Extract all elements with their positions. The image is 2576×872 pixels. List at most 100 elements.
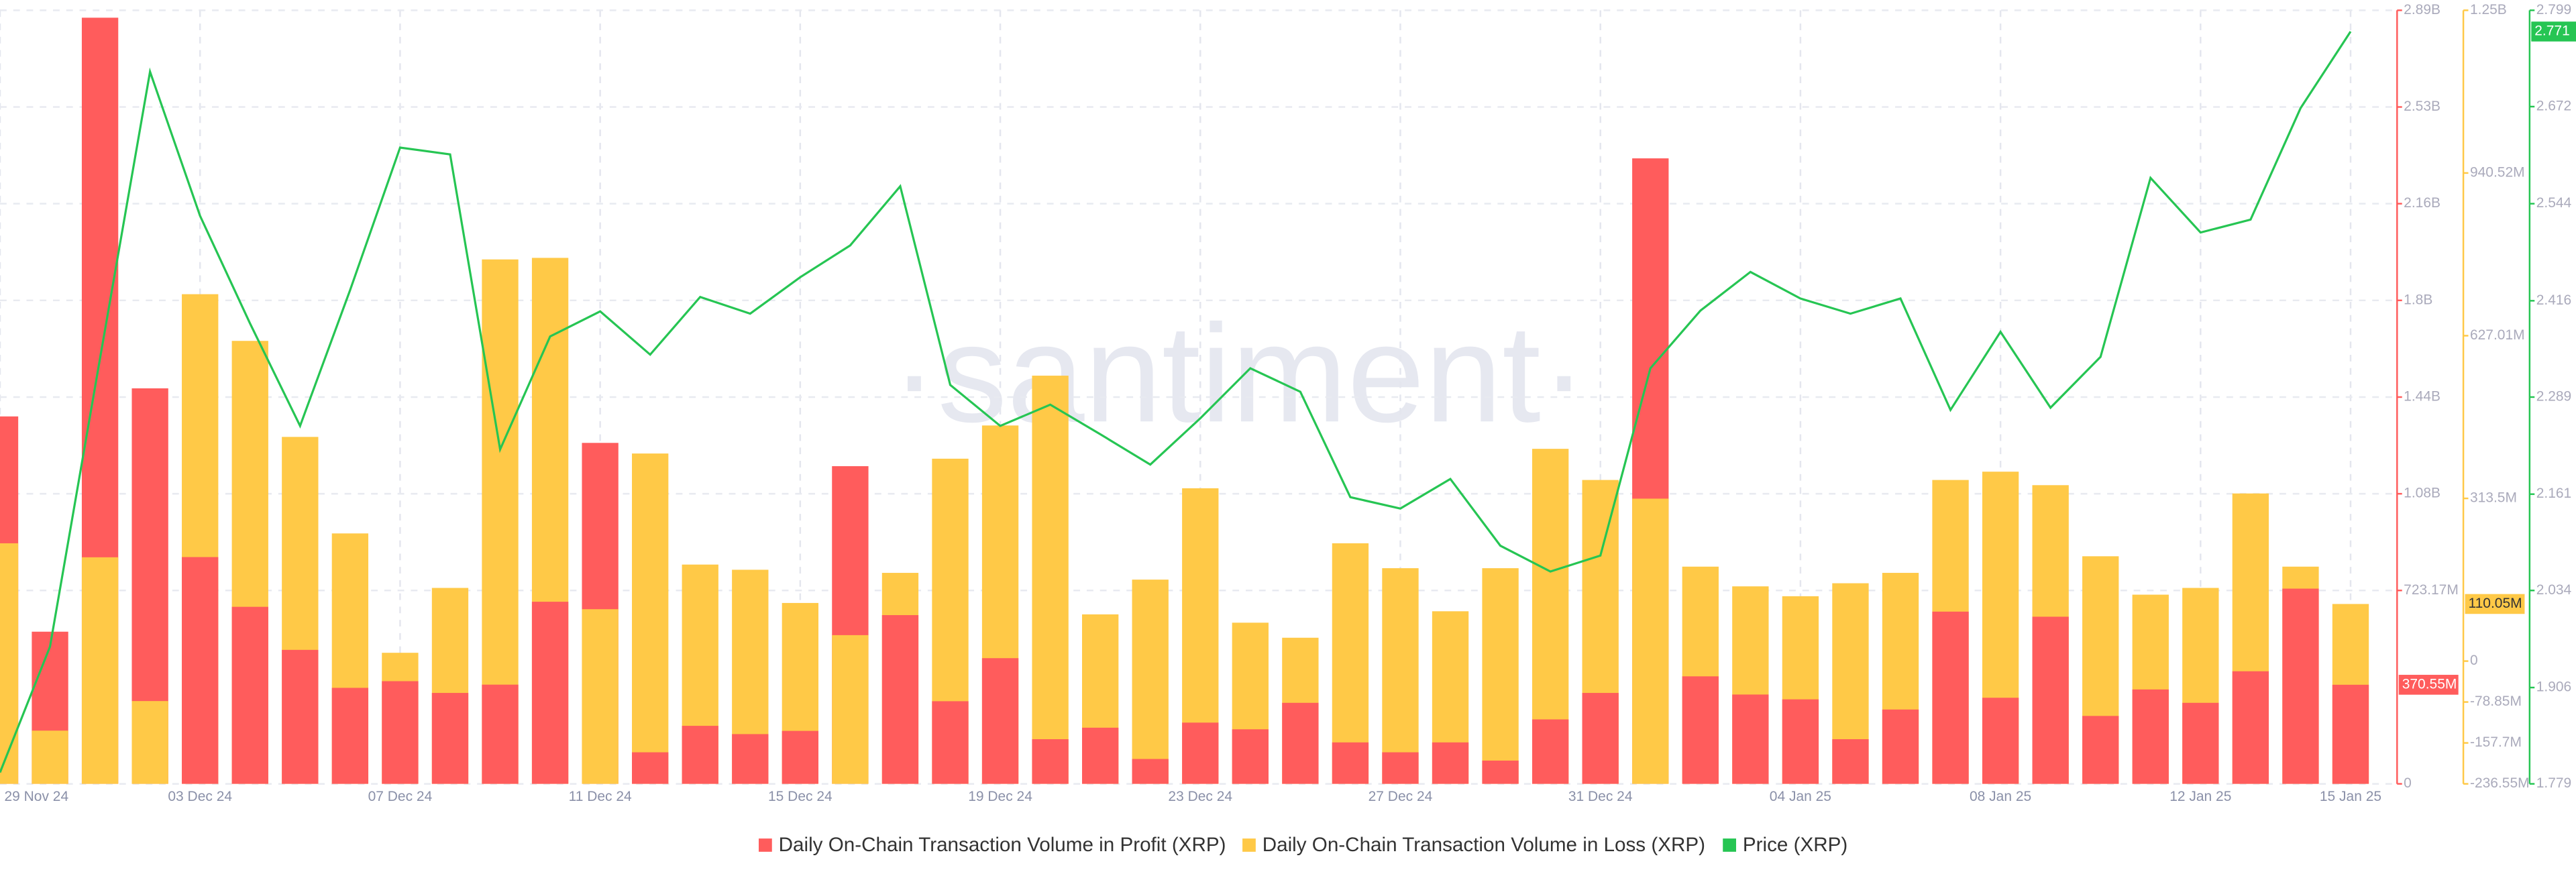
bar [2282,588,2319,784]
bar [2332,684,2369,784]
y-tick-label: 2.544 [2536,195,2572,211]
y-tick-label: 0 [2404,775,2412,791]
bar [1682,676,1719,784]
legend-label: Daily On-Chain Transaction Volume in Los… [1263,834,1705,856]
bar [1982,698,2019,784]
y-tick-label: 2.161 [2536,486,2572,501]
bar [1832,739,1869,784]
bar [1382,752,1419,784]
legend-label: Daily On-Chain Transaction Volume in Pro… [779,834,1226,856]
value-badge-label: 2.771 [2534,23,2570,39]
y-tick-label: 2.16B [2404,195,2440,211]
bar [131,701,168,784]
legend-label: Price (XRP) [1743,834,1847,856]
bar [1732,694,1769,784]
y-tick-label: 2.89B [2404,2,2440,17]
x-tick-label: 08 Jan 25 [1970,789,2031,804]
value-badge [2398,675,2459,695]
bar [1382,568,1419,784]
y-tick-label: 0 [2470,653,2478,668]
bar [1482,568,1519,784]
bar [331,688,369,784]
bar [1532,719,1569,784]
bar [1132,759,1169,784]
legend-swatch [759,838,772,852]
bar [2032,616,2069,784]
bar [632,453,669,784]
bar [1782,699,1819,784]
x-tick-label: 07 Dec 24 [368,789,433,804]
bar [1282,702,1319,784]
bar [1132,580,1169,784]
x-tick-label: 12 Jan 25 [2169,789,2231,804]
bar [1332,742,1369,784]
x-tick-label: 03 Dec 24 [168,789,232,804]
bar [2132,689,2169,784]
y-tick-label: 1.779 [2536,775,2572,791]
y-tick-label: 723.17M [2404,582,2459,598]
y-tick-label: 2.034 [2536,582,2572,598]
bar [1632,498,1669,784]
bar [382,681,419,784]
bar [1482,760,1519,784]
x-tick-label: 19 Dec 24 [968,789,1032,804]
bar [32,730,68,784]
bar [2082,716,2119,784]
y-tick-label: -157.7M [2470,734,2522,750]
y-tick-label: 1.08B [2404,486,2440,501]
bar [0,543,19,784]
x-tick-label: 31 Dec 24 [1568,789,1633,804]
y-tick-label: 940.52M [2470,164,2525,180]
x-tick-label: 27 Dec 24 [1368,789,1433,804]
bar [782,730,819,784]
bar [1882,709,1919,784]
bar [182,557,219,784]
bar [1032,376,1069,784]
x-tick-label: 15 Jan 25 [2320,789,2381,804]
bar [682,726,718,784]
x-tick-label: 15 Dec 24 [768,789,833,804]
bar [981,658,1019,784]
watermark: ·santiment· [891,295,1587,451]
y-tick-label: 1.44B [2404,389,2440,404]
bar [932,701,969,784]
bar [431,693,469,784]
bar [832,635,869,784]
legend-swatch [1242,838,1256,852]
y-tick-label: 1.906 [2536,679,2572,695]
y-tick-label: 2.799 [2536,2,2572,17]
bar [2232,671,2269,784]
y-tick-label: 627.01M [2470,327,2525,343]
bar [231,606,268,784]
y-tick-label: 2.672 [2536,98,2572,113]
y-tick-label: 313.5M [2470,490,2517,506]
y-tick-label: 2.53B [2404,99,2440,114]
value-badge-label: 110.05M [2468,596,2522,611]
x-tick-label: 23 Dec 24 [1168,789,1232,804]
bar [531,602,569,784]
bar [1232,729,1269,784]
y-tick-label: -78.85M [2470,694,2522,709]
value-badge-label: 370.55M [2402,676,2457,692]
x-tick-label: 04 Jan 25 [1770,789,1831,804]
value-badge [2465,594,2525,614]
bar [582,609,619,784]
x-tick-label: 29 Nov 24 [4,789,68,804]
bar [632,752,669,784]
y-tick-label: -236.55M [2470,775,2530,791]
y-tick-label: 1.25B [2470,2,2507,17]
y-tick-label: 2.289 [2536,389,2572,404]
bar [1932,611,1969,784]
bar [1182,722,1219,784]
bar [1432,742,1469,784]
bar [1081,727,1119,784]
bar [2182,702,2219,784]
x-tick-label: 11 Dec 24 [569,789,632,804]
bar [282,649,319,784]
y-tick-label: 1.8B [2404,292,2432,307]
legend-swatch [1723,838,1736,852]
value-badge [2531,21,2576,42]
y-tick-label: 2.416 [2536,292,2572,308]
